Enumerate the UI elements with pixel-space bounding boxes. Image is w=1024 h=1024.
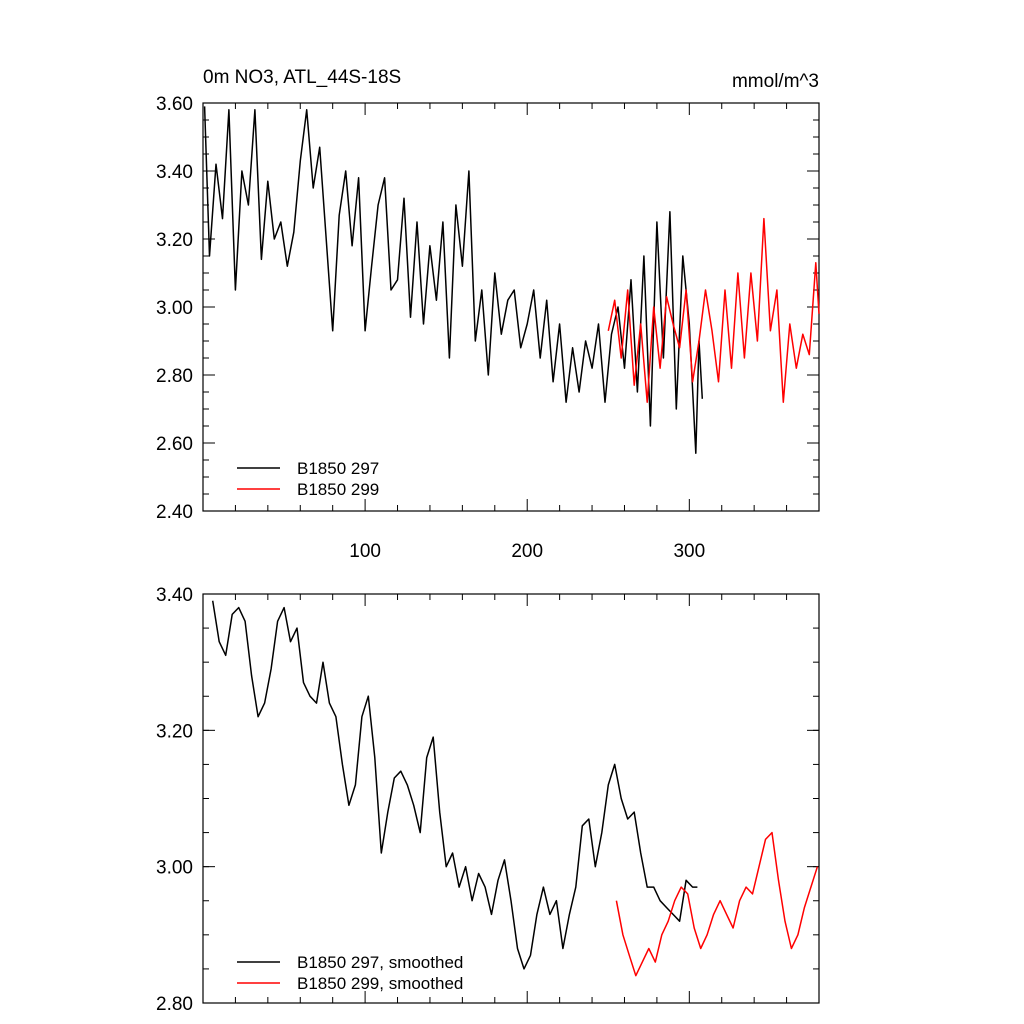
y-tick-label: 2.40 <box>156 502 193 523</box>
legend-label: B1850 297, smoothed <box>297 953 463 972</box>
units-label: mmol/m^3 <box>732 71 819 92</box>
series-line-b1850-299 <box>607 217 820 403</box>
x-tick-label: 200 <box>511 541 543 562</box>
legend-label: B1850 297 <box>297 459 379 478</box>
y-tick-label: 3.20 <box>156 721 193 742</box>
y-tick-label: 3.20 <box>156 230 193 251</box>
y-tick-label: 3.40 <box>156 162 193 183</box>
plot-frame <box>202 593 820 1004</box>
y-tick-label: 3.60 <box>156 94 193 115</box>
panel-bottom: 2.80 3.00 3.20 3.40 B1850 297, smoothed B1850… <box>156 585 820 1015</box>
series-line-b1850-297 <box>203 106 704 454</box>
series-line-b1850-297-smoothed <box>211 600 698 970</box>
y-tick-label: 3.40 <box>156 585 193 606</box>
chart-title: 0m NO3, ATL_44S-18S <box>203 67 401 88</box>
legend-label: B1850 299, smoothed <box>297 974 463 993</box>
series-line-b1850-299-smoothed <box>615 831 819 977</box>
y-tick-label: 3.00 <box>156 858 193 879</box>
legend-label: B1850 299 <box>297 480 379 499</box>
y-tick-label: 3.00 <box>156 298 193 319</box>
y-tick-label: 2.60 <box>156 434 193 455</box>
panel-top: 2.40 2.60 2.80 3.00 3.20 3.40 3.60 100 200 300 0m … <box>156 67 820 562</box>
y-tick-label: 2.80 <box>156 366 193 387</box>
x-tick-label: 300 <box>673 541 705 562</box>
y-tick-label: 2.80 <box>156 994 193 1015</box>
x-tick-label: 100 <box>349 541 381 562</box>
